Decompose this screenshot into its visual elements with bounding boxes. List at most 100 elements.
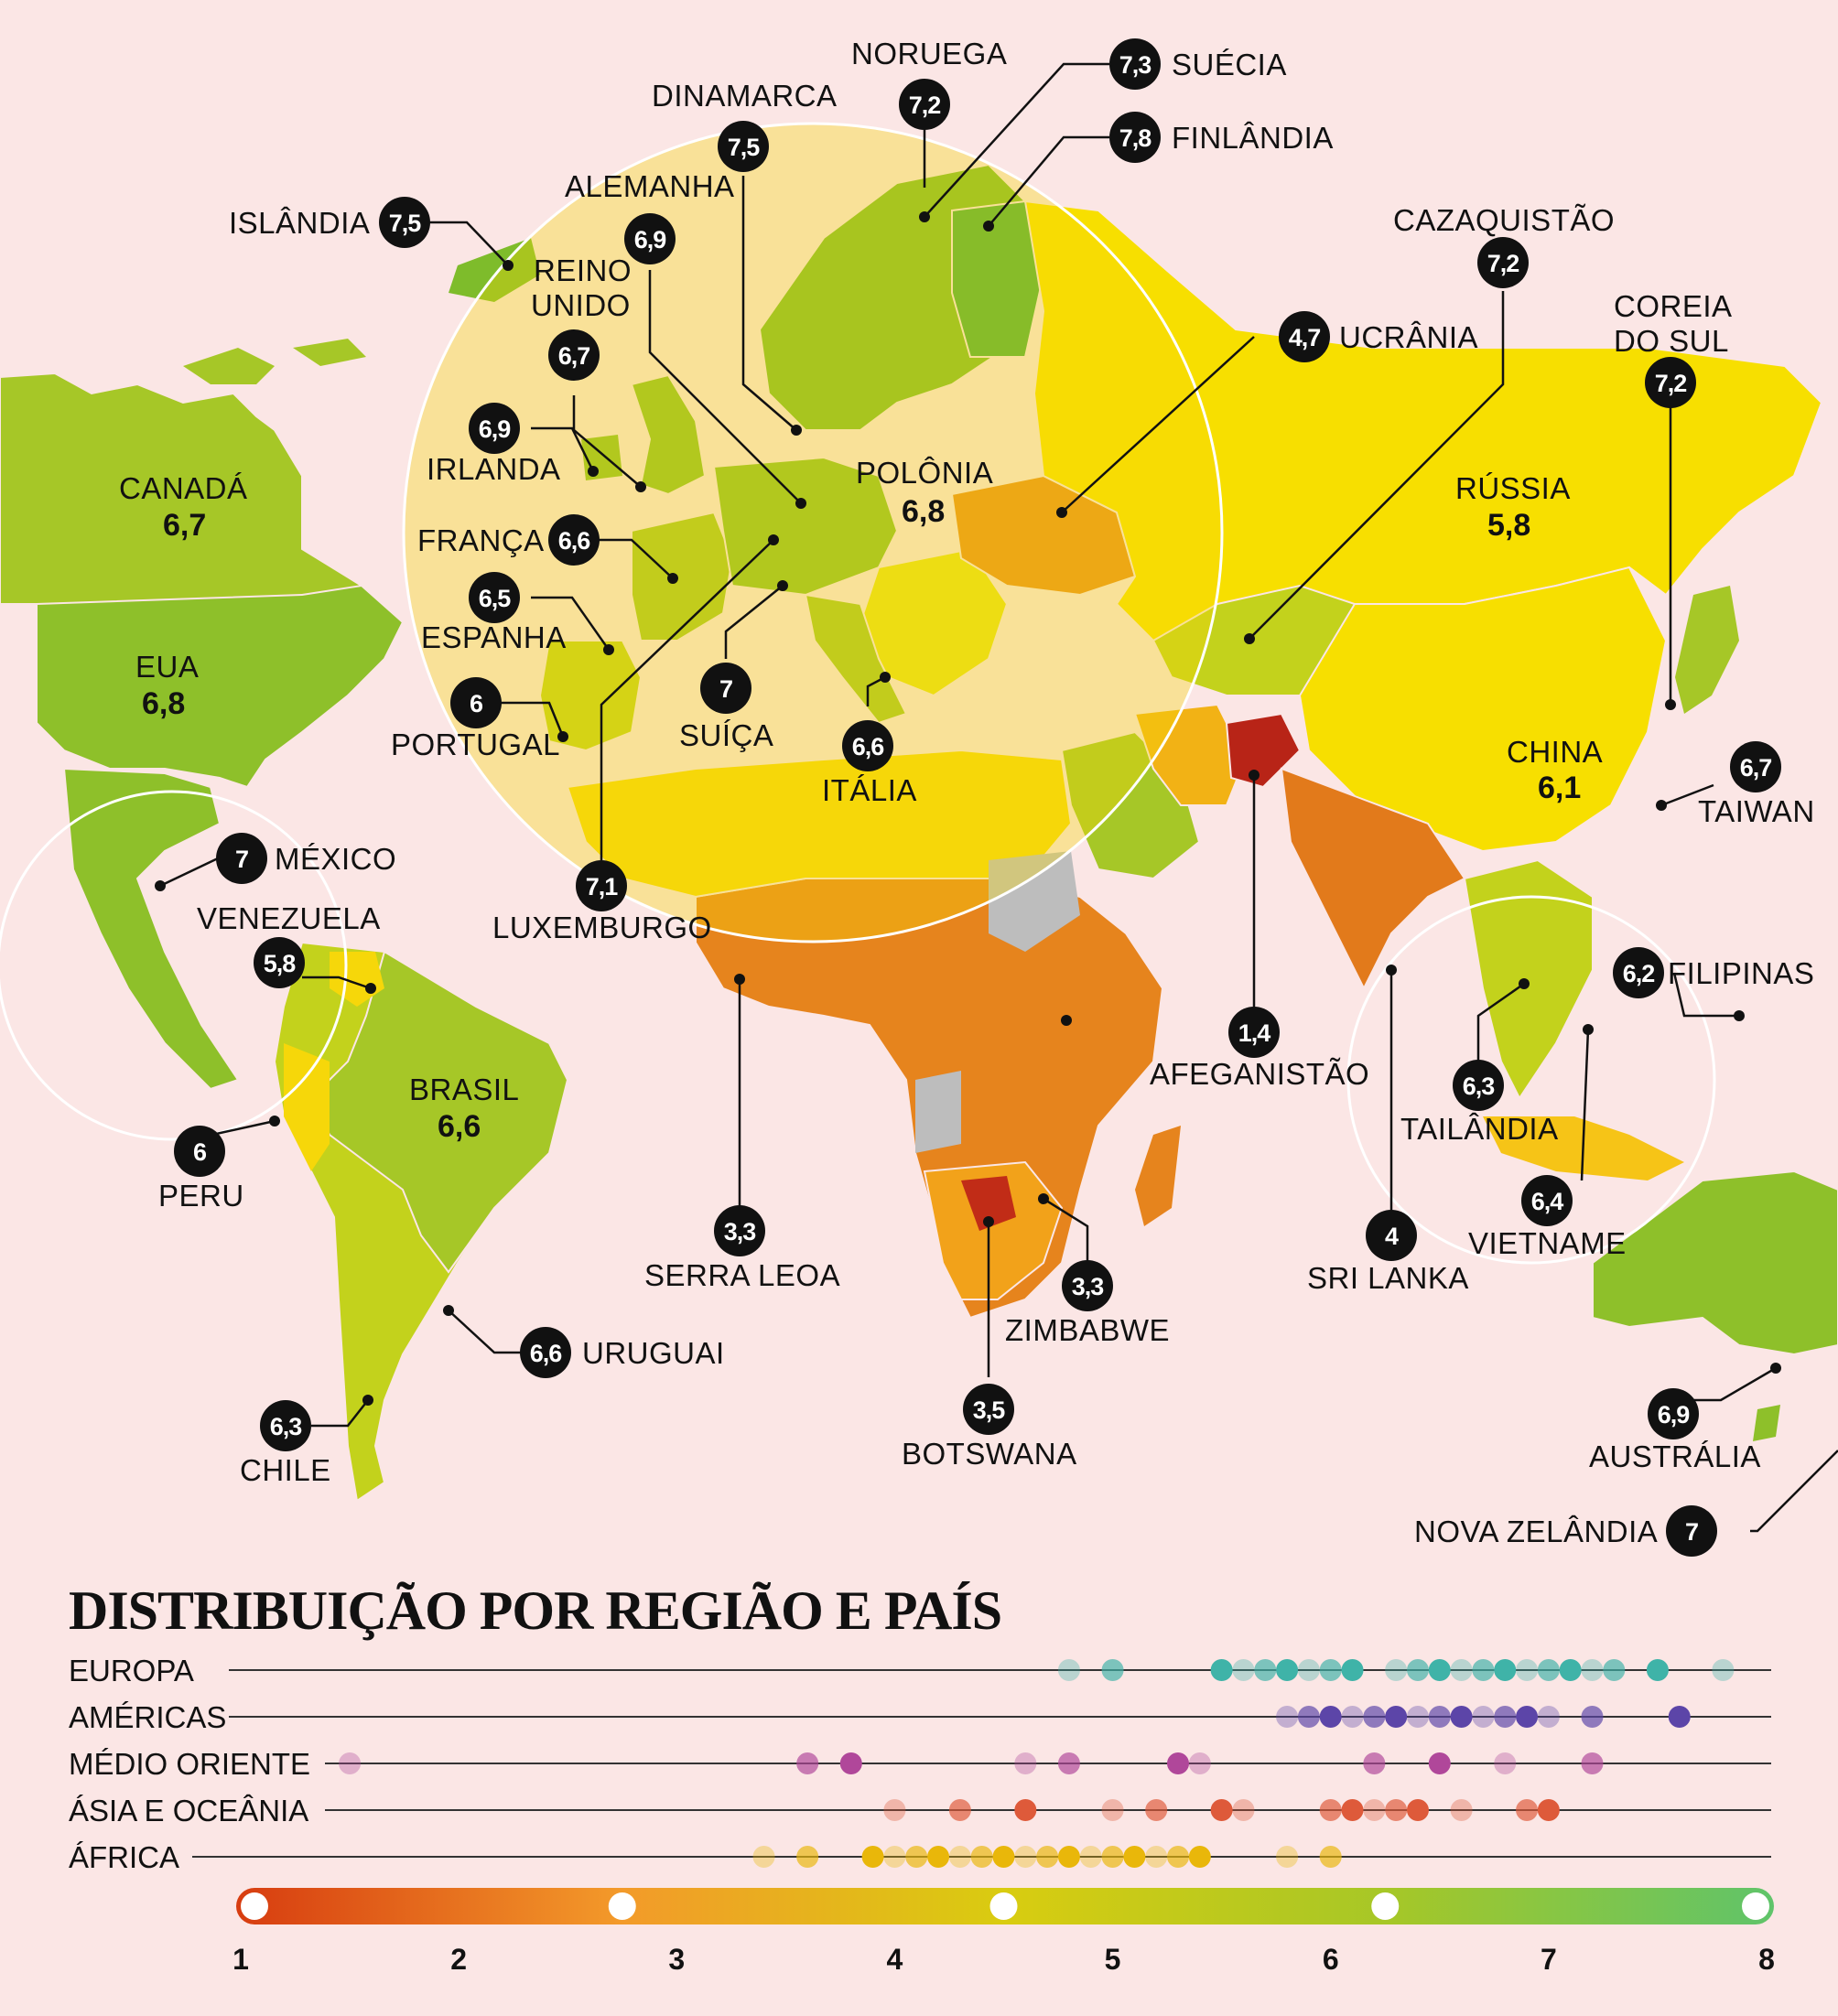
badge-coreia: 7,2 xyxy=(1655,370,1687,397)
land-africa-south xyxy=(923,1160,1064,1300)
dot-row4-2 xyxy=(861,1846,884,1868)
badge-nova-zelandia: 7 xyxy=(1685,1518,1698,1546)
dot-row3-8 xyxy=(1341,1799,1364,1821)
label-brasil: BRASIL xyxy=(409,1073,519,1106)
label-zimbabwe: ZIMBABWE xyxy=(1005,1313,1170,1347)
dot-row0-8 xyxy=(1341,1659,1364,1681)
dot-row1-4 xyxy=(1363,1706,1386,1728)
dot-row4-7 xyxy=(970,1846,993,1868)
dot-row4-17 xyxy=(1188,1846,1211,1868)
label-taiwan: TAIWAN xyxy=(1698,794,1815,828)
badge-tailandia: 6,3 xyxy=(1463,1073,1496,1100)
badge-irlanda: 6,9 xyxy=(479,415,512,443)
dot-row4-1 xyxy=(796,1846,819,1868)
label-chile: CHILE xyxy=(240,1453,331,1487)
dot-row2-2 xyxy=(839,1752,862,1774)
badge-taiwan: 6,7 xyxy=(1740,754,1772,782)
label-nova-zelandia: NOVA ZELÂNDIA xyxy=(1414,1515,1658,1548)
dot-row0-7 xyxy=(1319,1659,1342,1681)
labels: NORUEGA 7,2 7,3 SUÉCIA DINAMARCA 7,5 7,8… xyxy=(119,37,1815,1557)
dot-row2-1 xyxy=(796,1752,819,1774)
land-italy xyxy=(804,593,908,725)
dot-row0-12 xyxy=(1450,1659,1473,1681)
dot-row3-13 xyxy=(1516,1799,1539,1821)
dot-row1-14 xyxy=(1668,1706,1691,1728)
axis-tick-4: 4 xyxy=(887,1943,903,1976)
dot-row1-13 xyxy=(1581,1706,1604,1728)
label-italia: ITÁLIA xyxy=(822,773,917,807)
label-suica: SUÍÇA xyxy=(679,718,773,752)
badge-botswana: 3,5 xyxy=(973,1396,1006,1424)
dot-row3-14 xyxy=(1537,1799,1560,1821)
badge-suecia: 7,3 xyxy=(1119,51,1152,79)
axis-tick-5: 5 xyxy=(1105,1943,1121,1976)
label-do-sul: DO SUL xyxy=(1614,324,1729,358)
badge-reino-unido: 6,7 xyxy=(558,342,590,370)
land-new-zealand xyxy=(1753,1405,1780,1441)
label-botswana: BOTSWANA xyxy=(902,1437,1077,1471)
dot-row1-1 xyxy=(1297,1706,1320,1728)
land-se-asia xyxy=(1463,858,1594,1100)
dot-row3-3 xyxy=(1101,1799,1124,1821)
dot-row4-13 xyxy=(1101,1846,1124,1868)
axis-tick-7: 7 xyxy=(1541,1943,1557,1976)
row-label-0: EUROPA xyxy=(69,1654,194,1687)
dot-row0-20 xyxy=(1646,1659,1669,1681)
dot-row3-0 xyxy=(883,1799,906,1821)
dot-row0-17 xyxy=(1559,1659,1582,1681)
dot-row0-16 xyxy=(1537,1659,1560,1681)
dot-row0-5 xyxy=(1276,1659,1299,1681)
land-uk xyxy=(630,373,707,496)
dot-row2-8 xyxy=(1428,1752,1451,1774)
badge-chile: 6,3 xyxy=(270,1413,303,1440)
dot-row0-3 xyxy=(1232,1659,1255,1681)
label-mexico: MÉXICO xyxy=(275,842,396,876)
dot-row0-11 xyxy=(1428,1659,1451,1681)
dot-row2-6 xyxy=(1188,1752,1211,1774)
label-venezuela: VENEZUELA xyxy=(197,901,381,935)
badge-islandia: 7,5 xyxy=(389,210,422,237)
label-espanha: ESPANHA xyxy=(421,620,567,654)
distribution-rows: EUROPA AMÉRICAS MÉDIO ORIENTE ÁSIA E OCEÂNI… xyxy=(69,1654,1771,1874)
dot-row4-15 xyxy=(1145,1846,1168,1868)
dot-row0-1 xyxy=(1101,1659,1124,1681)
dot-row2-4 xyxy=(1057,1752,1080,1774)
dot-row0-18 xyxy=(1581,1659,1604,1681)
dot-row2-3 xyxy=(1014,1752,1037,1774)
row-label-2: MÉDIO ORIENTE xyxy=(69,1747,310,1781)
land-nodata-africa xyxy=(915,851,1080,1153)
land-iceland xyxy=(449,238,540,302)
dot-row1-6 xyxy=(1406,1706,1429,1728)
land-australia xyxy=(1592,1170,1838,1356)
land-canada-arctic xyxy=(183,339,366,384)
dot-row0-6 xyxy=(1297,1659,1320,1681)
badge-finlandia: 7,8 xyxy=(1119,124,1152,152)
dot-row1-2 xyxy=(1319,1706,1342,1728)
label-islandia: ISLÂNDIA xyxy=(229,206,370,240)
scale-knob-4 xyxy=(1742,1892,1769,1920)
badge-afeganistao: 1,4 xyxy=(1238,1019,1271,1047)
label-cazaquistao: CAZAQUISTÃO xyxy=(1393,203,1615,237)
distribution-section: DISTRIBUIÇÃO POR REGIÃO E PAÍS EUROPA AMÉ… xyxy=(69,1580,1775,1976)
dot-row2-5 xyxy=(1167,1752,1190,1774)
land-iran xyxy=(1133,703,1247,806)
dot-row4-18 xyxy=(1276,1846,1299,1868)
label-suecia: SUÉCIA xyxy=(1172,48,1287,81)
dot-row4-19 xyxy=(1319,1846,1342,1868)
badge-dinamarca: 7,5 xyxy=(728,134,761,161)
label-ucrania: UCRÂNIA xyxy=(1339,320,1478,354)
dot-row1-0 xyxy=(1276,1706,1299,1728)
label-finlandia: FINLÂNDIA xyxy=(1172,121,1334,155)
scale-knob-3 xyxy=(1371,1892,1400,1920)
label-irlanda: IRLANDA xyxy=(427,452,561,486)
label-sri-lanka: SRI LANKA xyxy=(1307,1261,1469,1295)
axis-tick-1: 1 xyxy=(232,1943,249,1976)
dot-row2-0 xyxy=(339,1752,362,1774)
label-filipinas: FILIPINAS xyxy=(1668,956,1814,990)
badge-cazaquistao: 7,2 xyxy=(1487,250,1519,277)
label-tailandia: TAILÂNDIA xyxy=(1400,1112,1559,1146)
dot-row2-7 xyxy=(1363,1752,1386,1774)
land-japan xyxy=(1675,586,1739,714)
label-russia: RÚSSIA xyxy=(1455,471,1571,505)
dot-row1-10 xyxy=(1494,1706,1517,1728)
